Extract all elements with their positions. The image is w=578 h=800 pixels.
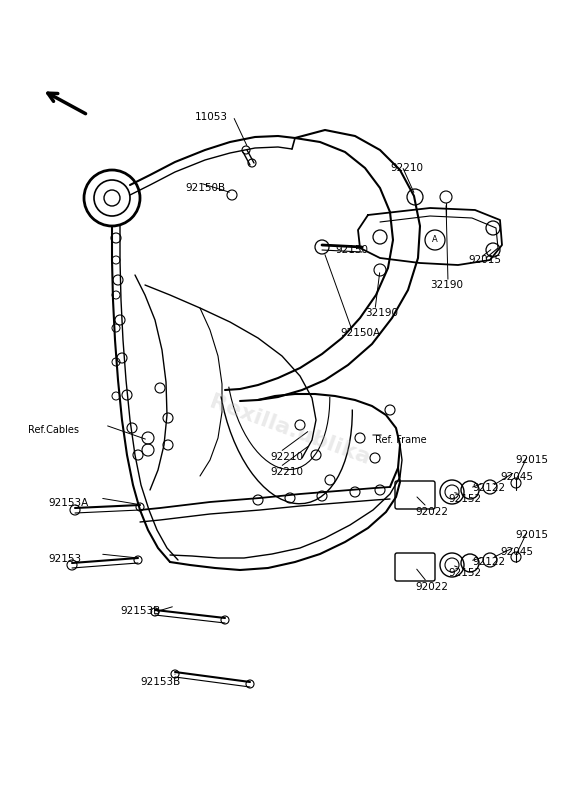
Text: 92152: 92152	[448, 568, 481, 578]
Text: 32190: 32190	[365, 308, 398, 318]
Text: 92045: 92045	[500, 472, 533, 482]
Text: Ref. Frame: Ref. Frame	[375, 435, 427, 445]
Text: 92022: 92022	[415, 582, 448, 592]
Text: Ref.Cables: Ref.Cables	[28, 425, 79, 435]
Text: 11053: 11053	[195, 112, 228, 122]
Text: 92152: 92152	[448, 494, 481, 504]
Text: 92122: 92122	[472, 557, 505, 567]
Text: 92210: 92210	[270, 467, 303, 477]
Text: 92153B: 92153B	[120, 606, 160, 616]
Text: 92045: 92045	[500, 547, 533, 557]
Text: 92015: 92015	[515, 530, 548, 540]
Text: Rexilla.ublika: Rexilla.ublika	[207, 392, 373, 468]
Text: 92015: 92015	[468, 255, 501, 265]
Text: 32190: 32190	[430, 280, 463, 290]
Text: 92150B: 92150B	[185, 183, 225, 193]
Text: 92210: 92210	[270, 452, 303, 462]
Text: 92122: 92122	[472, 483, 505, 493]
Text: 92153: 92153	[48, 554, 81, 564]
Text: 92015: 92015	[515, 455, 548, 465]
Text: 92153B: 92153B	[140, 677, 180, 687]
Text: 92150: 92150	[335, 245, 368, 255]
Text: 92022: 92022	[415, 507, 448, 517]
Text: 92210: 92210	[390, 163, 423, 173]
Text: 92150A: 92150A	[340, 328, 380, 338]
Text: A: A	[432, 235, 438, 245]
Text: 92153A: 92153A	[48, 498, 88, 508]
